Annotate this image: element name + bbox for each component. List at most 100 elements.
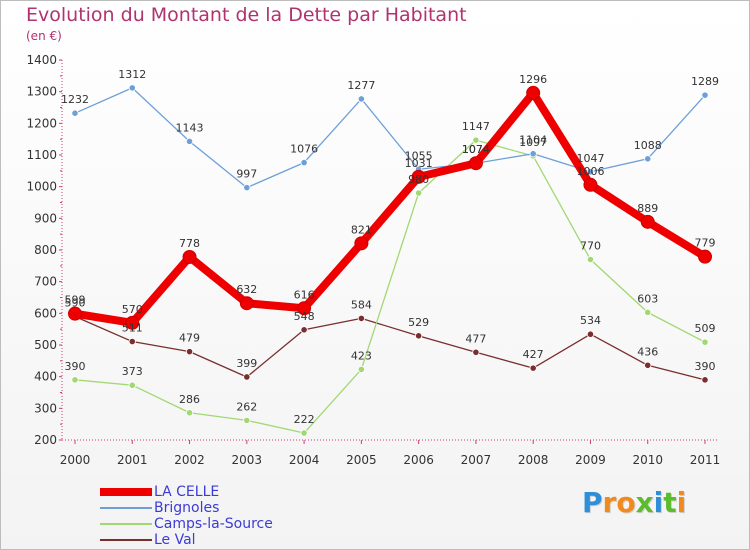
data-point — [354, 236, 369, 251]
data-label: 436 — [637, 345, 658, 358]
data-label: 821 — [351, 223, 372, 236]
data-label: 399 — [236, 357, 257, 370]
data-point — [701, 338, 709, 346]
y-tick-label: 1100 — [26, 148, 57, 162]
y-tick-label: 200 — [34, 433, 57, 447]
data-point — [300, 159, 308, 167]
data-point — [300, 429, 308, 437]
data-label: 1088 — [634, 139, 662, 152]
data-label: 390 — [695, 360, 716, 373]
data-point — [128, 84, 136, 92]
data-label: 1047 — [576, 152, 604, 165]
logo-letter: x — [635, 486, 654, 519]
logo-letter: P — [582, 486, 603, 519]
y-tick-label: 500 — [34, 338, 57, 352]
data-label: 222 — [294, 413, 315, 426]
logo-letter: t — [663, 486, 677, 519]
proxiti-logo: Proxiti — [582, 486, 686, 519]
series-line-la-celle — [71, 88, 709, 327]
logo-letter: r — [602, 486, 617, 519]
data-label: 1074 — [462, 143, 490, 156]
data-label: 390 — [65, 360, 86, 373]
data-point — [415, 189, 423, 197]
data-point — [357, 95, 365, 103]
x-tick-label: 2006 — [403, 453, 434, 467]
data-point — [472, 348, 480, 356]
data-label: 632 — [236, 283, 257, 296]
data-point — [243, 184, 251, 192]
data-label: 1232 — [61, 93, 89, 106]
legend-label: Camps-la-Source — [154, 516, 273, 532]
data-label: 529 — [408, 316, 429, 329]
data-label: 1277 — [347, 79, 375, 92]
data-point — [701, 91, 709, 99]
data-label: 1147 — [462, 120, 490, 133]
data-point — [239, 296, 254, 311]
legend-label: Le Val — [154, 532, 196, 548]
data-point — [640, 214, 655, 229]
x-tick-label: 2008 — [518, 453, 549, 467]
data-point — [71, 109, 79, 117]
data-point — [586, 168, 595, 176]
data-point — [71, 376, 79, 384]
data-point — [644, 308, 652, 316]
data-label: 262 — [236, 400, 257, 413]
x-tick-label: 2003 — [232, 453, 263, 467]
data-label: 980 — [408, 173, 429, 186]
y-tick-label: 800 — [34, 243, 57, 257]
data-label: 1097 — [519, 136, 547, 149]
y-tick-label: 1200 — [26, 116, 57, 130]
y-tick-label: 1000 — [26, 180, 57, 194]
x-tick-label: 2011 — [690, 453, 721, 467]
series-line-brignoles — [74, 87, 706, 189]
data-label: 1143 — [176, 121, 204, 134]
data-point — [125, 315, 140, 330]
data-label: 1296 — [519, 73, 547, 86]
legend-swatch — [100, 488, 152, 496]
legend-item-le-val: Le Val — [100, 532, 273, 548]
data-label: 423 — [351, 349, 372, 362]
data-point — [701, 376, 709, 384]
data-label: 778 — [179, 237, 200, 250]
data-label: 1289 — [691, 75, 719, 88]
data-point — [185, 137, 194, 145]
data-point — [128, 381, 136, 389]
data-point — [529, 150, 537, 158]
data-label: 599 — [65, 294, 86, 307]
data-point — [128, 337, 136, 346]
data-point — [300, 326, 308, 334]
chart-legend: LA CELLE Brignoles Camps-la-Source Le Val — [100, 484, 273, 548]
legend-item-camps-la-source: Camps-la-Source — [100, 516, 273, 532]
x-tick-label: 2004 — [289, 453, 320, 467]
data-label: 603 — [637, 292, 658, 305]
logo-letter: i — [653, 486, 664, 519]
data-label: 511 — [122, 322, 143, 335]
data-label: 1076 — [290, 143, 318, 156]
data-label: 373 — [122, 365, 143, 378]
data-point — [411, 169, 426, 184]
data-point — [529, 364, 537, 372]
data-point — [468, 156, 483, 171]
data-label: 534 — [580, 314, 601, 327]
legend-swatch — [100, 539, 152, 541]
data-label: 1312 — [118, 68, 146, 81]
data-label: 477 — [465, 332, 486, 345]
y-tick-label: 700 — [34, 275, 57, 289]
y-tick-label: 1300 — [26, 85, 57, 99]
x-tick-label: 2000 — [60, 453, 91, 467]
data-label: 1074 — [462, 143, 490, 156]
series-line-camps-la-source — [74, 139, 706, 434]
data-point — [185, 348, 194, 356]
logo-letter: i — [676, 486, 687, 519]
data-point — [415, 332, 423, 340]
chart-subtitle: (en €) — [26, 29, 62, 43]
y-tick-label: 400 — [34, 370, 57, 384]
data-label: 889 — [637, 202, 658, 215]
data-point — [526, 85, 541, 100]
data-label: 770 — [580, 240, 601, 253]
data-point — [586, 255, 595, 264]
data-label: 590 — [65, 297, 86, 310]
x-tick-label: 2009 — [575, 453, 606, 467]
data-label: 479 — [179, 332, 200, 345]
data-point — [243, 373, 251, 381]
